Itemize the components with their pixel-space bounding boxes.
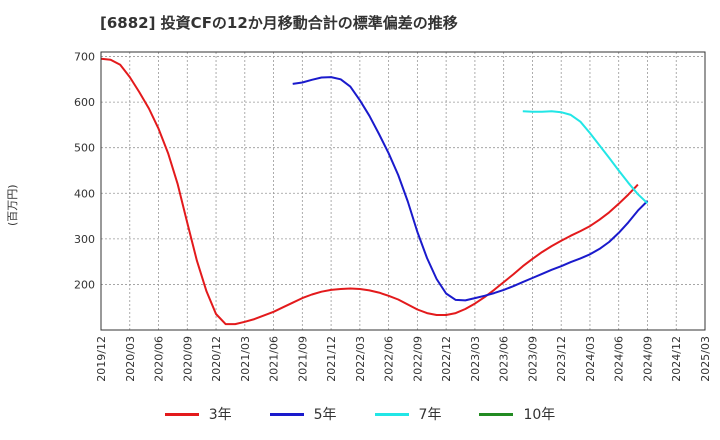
legend-item: 10年 — [479, 404, 555, 424]
x-tick-label: 2019/12 — [95, 336, 108, 382]
legend-swatch — [479, 412, 514, 416]
x-tick-label: 2023/06 — [498, 336, 511, 382]
series-line-3年 — [100, 57, 639, 326]
x-tick-label: 2024/06 — [613, 336, 626, 382]
y-tick-label: 600 — [74, 96, 95, 109]
x-tick-label: 2021/03 — [239, 336, 252, 382]
x-tick-label: 2022/03 — [354, 336, 367, 382]
x-tick-label: 2023/03 — [469, 336, 482, 382]
legend-label: 5年 — [313, 407, 337, 423]
x-tick-label: 2020/12 — [210, 336, 223, 382]
x-tick-label: 2023/12 — [555, 336, 568, 382]
x-tick-label: 2022/09 — [411, 336, 424, 382]
legend-item: 7年 — [374, 404, 442, 424]
legend-swatch — [269, 412, 304, 416]
y-tick-labels: 200 300 400 500 600 700 — [74, 51, 95, 292]
y-tick-label: 500 — [74, 142, 95, 155]
plot-frame — [100, 51, 706, 331]
x-tick-label: 2021/09 — [296, 336, 309, 382]
legend-label: 7年 — [418, 407, 442, 423]
y-tick-label: 700 — [74, 51, 95, 64]
y-tick-label: 300 — [74, 233, 95, 246]
series-line-5年 — [292, 76, 649, 302]
series-line-7年 — [522, 110, 649, 205]
legend: 3年 5年 7年 10年 — [0, 404, 720, 424]
x-tick-label: 2021/12 — [325, 336, 338, 382]
x-tick-label: 2024/12 — [670, 336, 683, 382]
x-tick-label: 2022/06 — [383, 336, 396, 382]
x-tick-label: 2022/12 — [440, 336, 453, 382]
grid — [100, 52, 706, 330]
legend-item: 3年 — [164, 404, 232, 424]
y-tick-label: 200 — [74, 278, 95, 291]
chart-title: [6882] 投資CFの12か月移動合計の標準偏差の推移 — [100, 14, 458, 32]
legend-item: 5年 — [269, 404, 337, 424]
x-tick-label: 2024/03 — [584, 336, 597, 382]
x-tick-label: 2023/09 — [526, 336, 539, 382]
y-tick-label: 400 — [74, 187, 95, 200]
legend-label: 10年 — [523, 407, 556, 423]
x-tick-label: 2024/09 — [641, 336, 654, 382]
x-tick-label: 2020/06 — [153, 336, 166, 382]
legend-swatch — [374, 412, 409, 416]
x-tick-label: 2020/09 — [181, 336, 194, 382]
x-tick-label: 2020/03 — [124, 336, 137, 382]
legend-swatch — [164, 412, 199, 416]
series-lines — [100, 57, 649, 326]
x-tick-labels: 2019/12 2020/03 2020/06 2020/09 2020/12 2021/… — [95, 336, 712, 382]
x-tick-label: 2025/03 — [699, 336, 712, 382]
legend-label: 3年 — [208, 407, 232, 423]
line-chart: 200 300 400 500 600 700 2019/12 2020/03 2020/06… — [74, 51, 712, 382]
x-tick-label: 2021/06 — [268, 336, 281, 382]
